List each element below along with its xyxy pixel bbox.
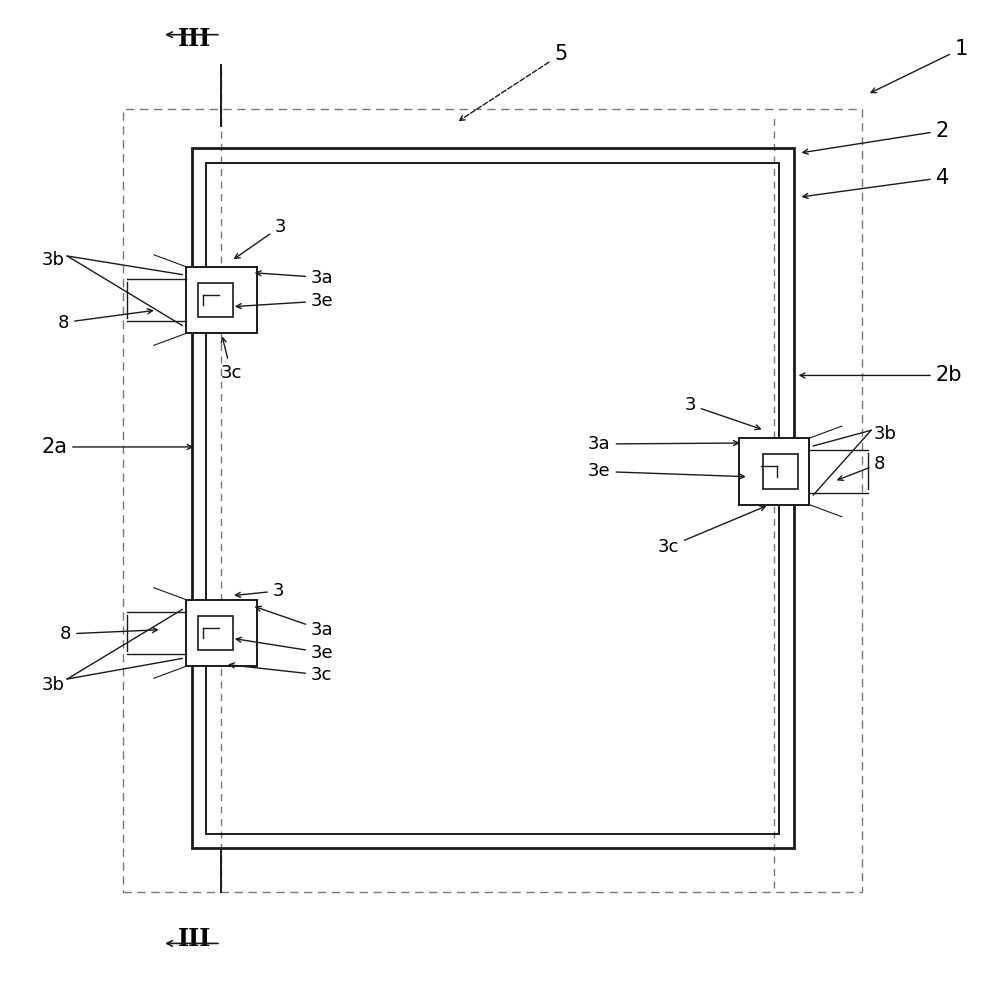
Text: III: III: [178, 27, 211, 51]
Text: 8: 8: [60, 625, 157, 643]
Text: 8: 8: [58, 308, 152, 332]
Bar: [186, 600, 257, 666]
Text: 3c: 3c: [221, 338, 242, 382]
Text: 3b: 3b: [41, 251, 64, 269]
Text: 3e: 3e: [236, 637, 334, 662]
Text: 3b: 3b: [41, 676, 64, 694]
Text: 3: 3: [235, 218, 286, 258]
Text: 1: 1: [871, 38, 968, 92]
Text: 3c: 3c: [229, 663, 332, 684]
Bar: [739, 438, 809, 505]
Text: 3b: 3b: [874, 425, 897, 443]
Text: III: III: [178, 927, 211, 952]
Text: 3a: 3a: [256, 268, 334, 287]
Text: 3a: 3a: [588, 435, 739, 453]
Bar: [198, 283, 233, 317]
Text: 5: 5: [460, 44, 567, 121]
Text: 3: 3: [236, 582, 284, 600]
Bar: [186, 267, 257, 333]
Text: 3e: 3e: [236, 292, 334, 310]
Text: 8: 8: [838, 455, 885, 480]
Bar: [192, 148, 794, 848]
Text: 2b: 2b: [800, 365, 962, 386]
Bar: [198, 616, 233, 650]
Text: 2: 2: [803, 121, 949, 154]
Bar: [123, 109, 862, 893]
Bar: [763, 454, 798, 489]
Text: 3a: 3a: [256, 606, 334, 639]
Text: 3c: 3c: [658, 506, 765, 556]
Bar: [206, 163, 779, 834]
Text: 2a: 2a: [41, 437, 192, 457]
Text: 3e: 3e: [588, 463, 744, 480]
Text: 4: 4: [803, 168, 949, 198]
Text: 3: 3: [684, 396, 760, 430]
